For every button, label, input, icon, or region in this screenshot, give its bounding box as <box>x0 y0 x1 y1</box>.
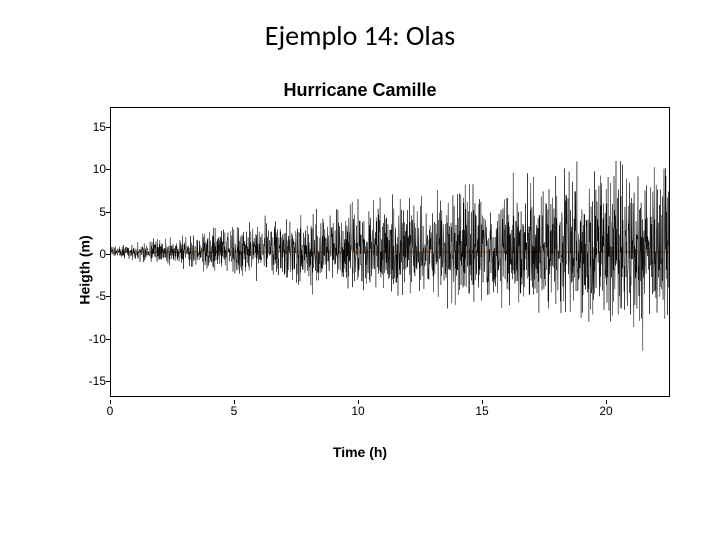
y-tick-label: 0 <box>82 247 106 261</box>
y-tick-label: -15 <box>82 374 106 388</box>
x-tick-label: 0 <box>107 404 114 418</box>
x-tick-label: 15 <box>475 404 488 418</box>
x-tick-mark <box>482 400 483 404</box>
x-tick-label: 5 <box>231 404 238 418</box>
x-axis-label: Time (h) <box>333 444 387 460</box>
x-tick-label: 20 <box>599 404 612 418</box>
chart-title: Hurricane Camille <box>40 80 680 101</box>
chart-container: Hurricane Camille Heigth (m) -15-10-5051… <box>40 80 680 460</box>
y-tick-label: 10 <box>82 162 106 176</box>
slide-title: Ejemplo 14: Olas <box>0 18 720 53</box>
x-tick-mark <box>234 400 235 404</box>
y-tick-label: 15 <box>82 120 106 134</box>
x-tick-label: 10 <box>351 404 364 418</box>
plot-area <box>110 107 670 397</box>
waveform-series <box>111 161 669 351</box>
x-tick-mark <box>606 400 607 404</box>
y-tick-label: 5 <box>82 205 106 219</box>
y-tick-label: -5 <box>82 289 106 303</box>
x-tick-mark <box>358 400 359 404</box>
x-tick-mark <box>110 400 111 404</box>
y-tick-label: -10 <box>82 332 106 346</box>
waveform-svg <box>111 108 669 396</box>
